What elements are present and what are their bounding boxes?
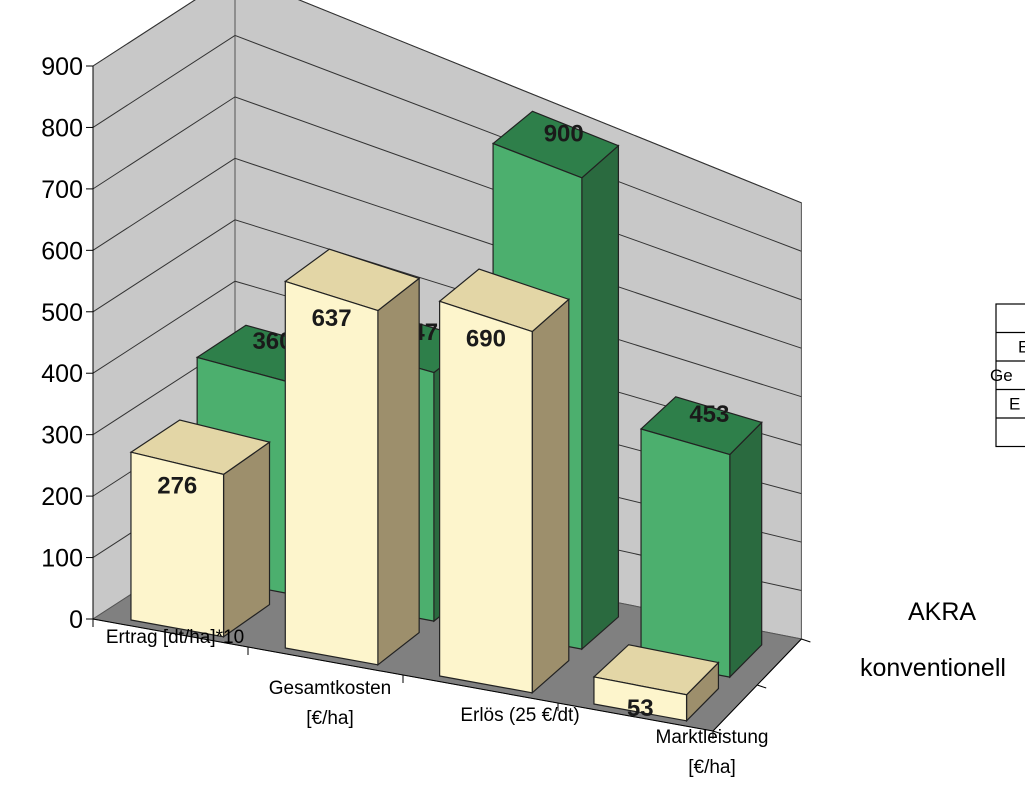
bars: 36044790045327663769053 — [129, 110, 763, 723]
data-label-konventionell: 276 — [157, 472, 197, 499]
data-table-cell: E — [1009, 395, 1020, 414]
bar — [129, 419, 271, 638]
bar — [283, 248, 421, 667]
y-tick-label: 500 — [41, 299, 83, 327]
category-label: Erlös (25 €/dt) — [460, 705, 579, 726]
depth-tick-mark — [757, 684, 767, 689]
y-tick-label: 800 — [41, 114, 83, 142]
y-tick-label: 600 — [41, 237, 83, 265]
bar-front-face — [284, 280, 379, 666]
y-tick-label: 0 — [69, 606, 83, 634]
bar-front-face — [593, 676, 688, 722]
gridline — [92, 0, 802, 204]
data-table-frame — [995, 303, 1025, 448]
bar-side-face — [377, 277, 420, 667]
data-label-konventionell: 637 — [312, 305, 352, 332]
bar-front-face — [439, 300, 533, 694]
category-label: Marktleistung — [656, 727, 769, 748]
y-tick-label: 200 — [41, 483, 83, 511]
data-table-cell: E — [1018, 338, 1025, 357]
depth-tick-mark — [801, 638, 811, 643]
bar — [592, 644, 720, 723]
data-table: E Ge E — [990, 303, 1025, 448]
bar — [438, 268, 570, 695]
bar-side-face — [531, 297, 570, 695]
y-tick-label: 700 — [41, 176, 83, 204]
y-axis: 0 100 200 300 400 500 600 700 800 900 — [41, 53, 94, 634]
data-label-akra: 453 — [689, 401, 729, 428]
category-label: [€/ha] — [306, 708, 354, 729]
data-label-akra: 900 — [544, 120, 584, 147]
depth-label-konventionell: konventionell — [860, 654, 1006, 682]
data-label-konventionell: 690 — [466, 325, 506, 352]
category-label: [€/ha] — [688, 757, 736, 778]
category-label: Ertrag [dt/ha]*10 — [106, 627, 244, 648]
bar-front-face — [130, 451, 225, 638]
data-table-cell: Ge — [990, 366, 1013, 385]
bar-side-face — [581, 144, 620, 651]
bar-side-face — [729, 420, 763, 679]
x-axis: Ertrag [dt/ha]*10 Gesamtkosten [€/ha] Erlös… — [92, 618, 769, 778]
y-tick-label: 900 — [41, 53, 83, 81]
bar — [639, 396, 763, 679]
y-tick-label: 400 — [41, 360, 83, 388]
category-label: Gesamtkosten — [269, 678, 392, 699]
depth-axis: AKRA konventionell — [712, 598, 1006, 735]
y-tick-label: 100 — [41, 545, 83, 573]
depth-label-akra: AKRA — [908, 598, 976, 626]
bar-front-face — [640, 428, 731, 678]
depth-tick-mark — [712, 730, 723, 735]
y-tick-label: 300 — [41, 422, 83, 450]
bar-side-face — [222, 441, 271, 638]
